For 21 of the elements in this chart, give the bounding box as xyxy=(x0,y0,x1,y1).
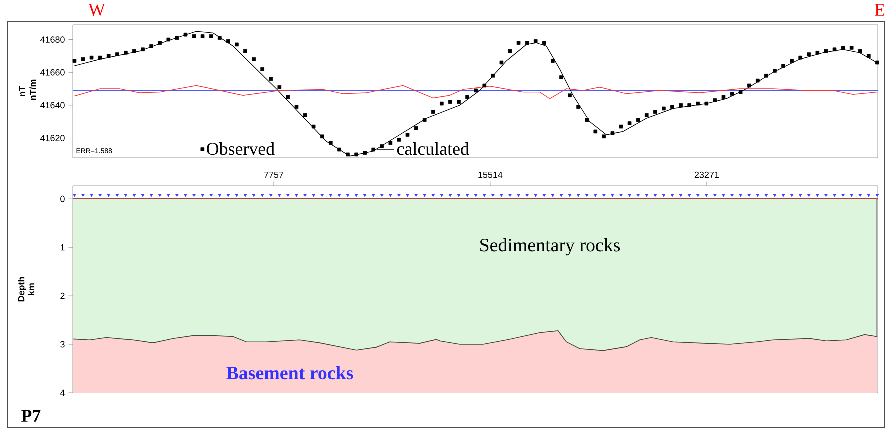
legend-label: calculated xyxy=(397,142,470,156)
y-tick-label: 41640 xyxy=(40,102,65,109)
y-tick-label: 41660 xyxy=(40,69,65,76)
text: W xyxy=(88,4,106,16)
annotation: Sedimentary rocks xyxy=(480,238,620,256)
text: nT/m xyxy=(30,80,36,100)
x-tick-label: 23271 xyxy=(694,172,719,178)
y-axis-title: Depth km xyxy=(18,277,35,302)
y-tick-label: 2 xyxy=(60,292,65,300)
y-tick-label: 41680 xyxy=(40,36,65,43)
y-tick-label: 1 xyxy=(60,244,65,251)
text: E xyxy=(875,4,885,16)
y-axis-title: nT xyxy=(19,86,26,96)
y-tick-label: 41620 xyxy=(40,135,65,142)
legend-label: Observed xyxy=(207,142,275,156)
x-tick-label: 7757 xyxy=(264,172,284,178)
x-tick-label: 15514 xyxy=(478,172,503,178)
y-tick-label: 0 xyxy=(60,196,65,202)
y-tick-label: 3 xyxy=(60,341,65,348)
text: P7 xyxy=(22,410,41,422)
y-tick-label: 4 xyxy=(60,390,65,396)
